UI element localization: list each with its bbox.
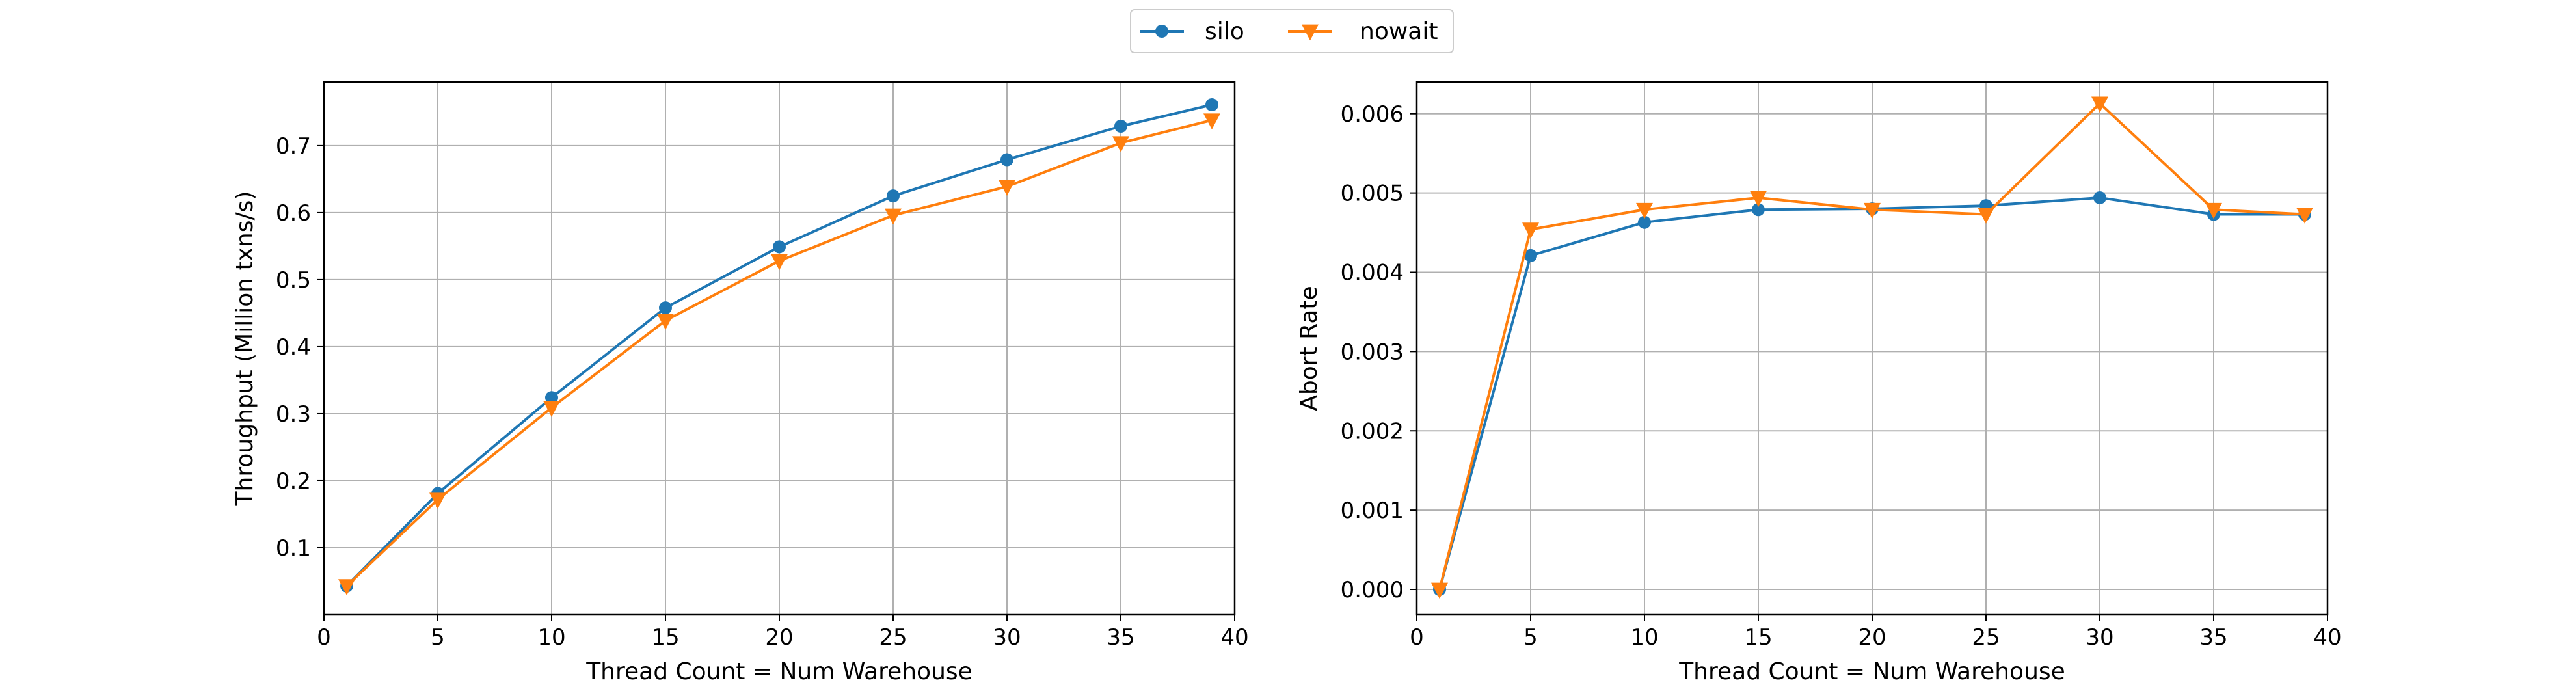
x-tick-label: 30 [993, 625, 1021, 651]
data-point-nowait [1522, 222, 1539, 239]
data-point-nowait [885, 208, 902, 225]
x-tick-label: 5 [431, 625, 445, 651]
data-point-silo [2093, 191, 2106, 204]
data-point-nowait [338, 579, 355, 596]
y-tick-label: 0.000 [1341, 577, 1404, 603]
x-tick-label: 15 [651, 625, 679, 651]
y-tick-label: 0.003 [1341, 339, 1404, 365]
data-point-silo [1752, 203, 1765, 217]
data-point-nowait [999, 180, 1015, 196]
x-tick-label: 15 [1744, 625, 1772, 651]
x-tick-label: 0 [317, 625, 331, 651]
legend-marker-silo [1155, 25, 1168, 38]
data-point-nowait [771, 254, 788, 271]
y-tick-label: 0.4 [276, 334, 311, 360]
data-point-silo [773, 240, 786, 254]
data-point-silo [1114, 119, 1127, 133]
y-axis-label: Abort Rate [1296, 286, 1322, 411]
y-tick-label: 0.006 [1341, 101, 1404, 128]
data-point-nowait [429, 492, 446, 509]
legend: silo nowait [1130, 9, 1454, 53]
x-axis-label: Thread Count = Num Warehouse [1678, 658, 2065, 685]
y-tick-label: 0.5 [276, 267, 311, 293]
data-point-silo [659, 301, 672, 315]
data-point-silo [1638, 215, 1651, 229]
legend-marker-nowait [1302, 24, 1319, 41]
x-tick-label: 25 [879, 625, 907, 651]
x-axis-label: Thread Count = Num Warehouse [585, 658, 973, 685]
data-point-nowait [2205, 202, 2222, 219]
x-tick-label: 20 [765, 625, 793, 651]
x-tick-label: 10 [537, 625, 565, 651]
y-tick-label: 0.004 [1341, 260, 1404, 286]
throughput-chart: 0 5 10 15 20 25 30 35 40 0.1 0.2 0.3 0.4 0.5 0.6 0.7 Thr… [232, 81, 1249, 685]
y-tick-label: 0.001 [1341, 498, 1404, 524]
data-point-nowait [1112, 136, 1129, 153]
data-point-nowait [543, 401, 560, 417]
data-point-silo [545, 391, 558, 405]
y-tick-label: 0.7 [276, 133, 311, 159]
x-tick-label: 40 [1220, 625, 1248, 651]
x-tick-label: 40 [2313, 625, 2341, 651]
y-tick-label: 0.1 [276, 535, 311, 561]
data-point-silo [1000, 153, 1013, 167]
x-tick-label: 35 [2199, 625, 2227, 651]
x-tick-label: 35 [1107, 625, 1134, 651]
legend-marker-silo [1155, 25, 1168, 38]
data-point-nowait [1431, 582, 1448, 599]
legend-label-silo: silo [1205, 18, 1244, 45]
y-tick-label: 0.3 [276, 401, 311, 427]
legend-marker-nowait [1302, 24, 1319, 41]
y-tick-label: 0.002 [1341, 418, 1404, 444]
data-point-nowait [1750, 191, 1767, 208]
data-point-nowait [2296, 208, 2313, 224]
data-point-nowait [1864, 202, 1881, 219]
y-axis-label: Throughput (Million txns/s) [232, 191, 258, 507]
y-tick-label: 0.005 [1341, 181, 1404, 207]
x-tick-label: 10 [1630, 625, 1658, 651]
x-tick-label: 30 [2086, 625, 2113, 651]
y-tick-label: 0.6 [276, 200, 311, 226]
data-point-silo [887, 189, 900, 203]
x-tick-label: 25 [1972, 625, 2000, 651]
data-point-silo [1205, 98, 1218, 112]
data-point-nowait [1978, 208, 1994, 224]
data-point-silo [1524, 249, 1537, 262]
data-point-nowait [2091, 96, 2108, 113]
x-tick-label: 20 [1858, 625, 1886, 651]
y-tick-label: 0.2 [276, 468, 311, 494]
data-point-nowait [1636, 202, 1653, 219]
abort-rate-chart: 0 5 10 15 20 25 30 35 40 0.000 0.001 0.002 0.003 0.00… [1296, 81, 2342, 685]
x-tick-label: 5 [1523, 625, 1538, 651]
x-tick-label: 0 [1410, 625, 1424, 651]
data-point-nowait [1203, 113, 1220, 130]
data-point-nowait [657, 314, 674, 330]
legend-label-nowait: nowait [1360, 18, 1438, 45]
